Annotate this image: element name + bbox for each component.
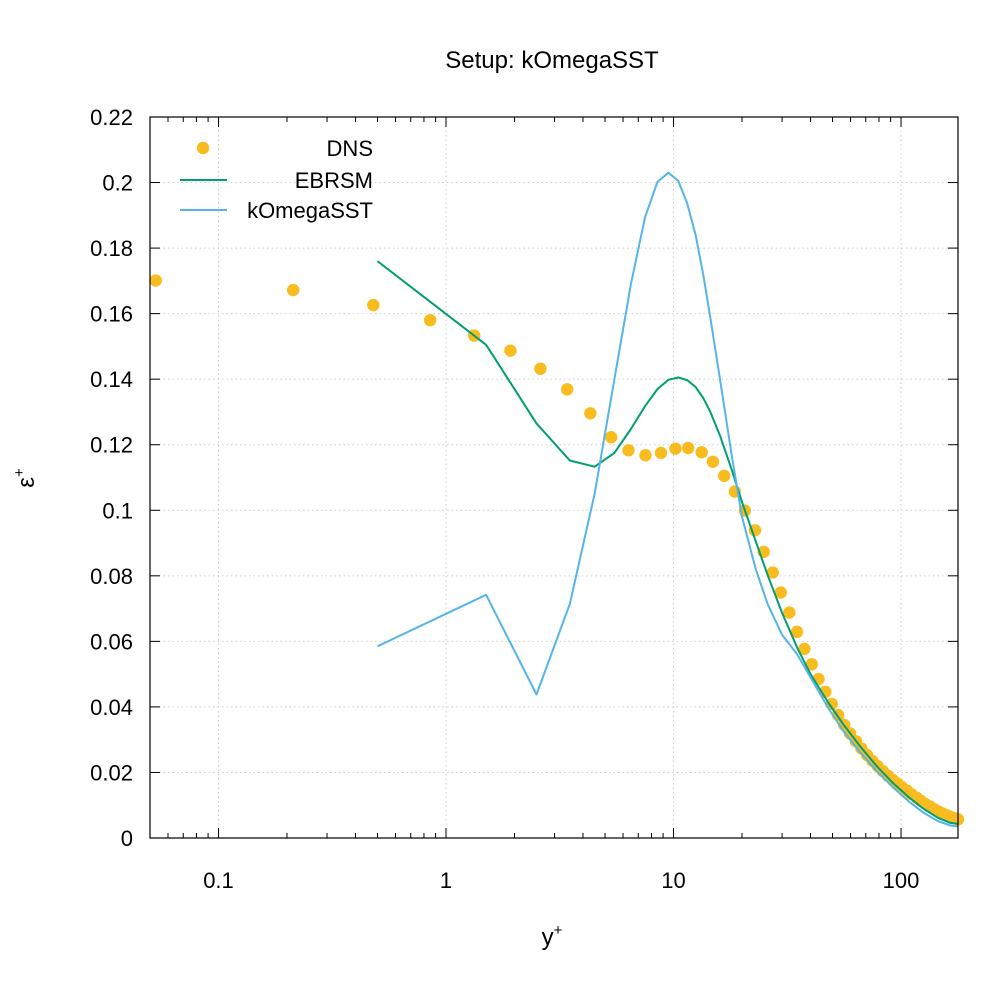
data-point-dns: [805, 658, 818, 671]
grid-lines: [150, 117, 958, 838]
data-point-dns: [534, 362, 547, 375]
plot-frame: [149, 116, 959, 839]
data-point-dns: [669, 442, 682, 455]
y-tick-label: 0: [121, 826, 133, 851]
legend-marker-dns: [196, 141, 210, 155]
data-point-dns: [774, 586, 787, 599]
y-tick-label: 0.18: [90, 236, 133, 261]
chart-title: Setup: kOmegaSST: [445, 47, 659, 74]
data-point-dns: [706, 455, 720, 468]
y-tick-label: 0.06: [90, 629, 133, 654]
data-point-dns: [367, 298, 380, 312]
series-line-komegasst: [377, 171, 959, 828]
x-tick-label: 0.1: [203, 868, 234, 893]
x-tick-label: 10: [661, 868, 685, 893]
y-tick-label: 0.1: [102, 498, 133, 523]
data-point-dns: [584, 407, 597, 420]
data-point-dns: [681, 441, 695, 455]
data-point-dns: [717, 469, 731, 483]
axis-ticks: [149, 116, 958, 839]
y-axis-label-text: ε: [13, 477, 40, 488]
y-tick-label: 0.04: [90, 695, 133, 720]
data-series: [149, 171, 965, 828]
x-tick-labels: 0.1 1 10 100: [203, 868, 919, 893]
data-point-dns: [504, 344, 517, 357]
x-tick-label: 1: [440, 868, 452, 893]
data-point-dns: [604, 430, 618, 444]
x-axis-label-text: y: [542, 924, 554, 951]
data-point-dns: [286, 283, 300, 297]
data-point-dns: [622, 444, 635, 457]
data-point-dns: [798, 642, 811, 656]
data-point-dns: [819, 685, 832, 699]
y-tick-labels: 0 0.02 0.04 0.06 0.08 0.1 0.12 0.14 0.16 0.18 0.2 0…: [90, 105, 133, 851]
data-point-dns: [149, 274, 162, 287]
data-point-dns: [783, 606, 796, 619]
legend-label-dns: DNS: [327, 136, 373, 161]
x-tick-label: 100: [883, 868, 920, 893]
y-axis-label-superscript: +: [11, 468, 28, 477]
y-tick-label: 0.16: [90, 302, 133, 327]
data-point-dns: [766, 566, 779, 579]
y-tick-label: 0.12: [90, 433, 133, 458]
y-axis-label: ε+: [11, 468, 40, 488]
x-axis-label: y+: [542, 922, 563, 951]
y-tick-label: 0.14: [90, 367, 133, 392]
y-tick-label: 0.2: [102, 171, 133, 196]
data-point-dns: [695, 446, 708, 459]
legend-label-ebrsm: EBRSM: [295, 168, 373, 193]
data-point-dns: [639, 449, 652, 462]
data-point-dns: [654, 446, 668, 460]
y-tick-label: 0.22: [90, 105, 133, 130]
data-point-dns: [790, 625, 804, 639]
data-point-dns: [561, 383, 574, 396]
legend: DNS EBRSM kOmegaSST: [180, 136, 373, 223]
y-tick-label: 0.08: [90, 564, 133, 589]
y-tick-label: 0.02: [90, 760, 133, 785]
data-point-dns: [423, 313, 437, 327]
x-axis-label-superscript: +: [554, 922, 563, 939]
series-line-ebrsm: [376, 260, 959, 825]
legend-label-komegasst: kOmegaSST: [247, 198, 373, 223]
